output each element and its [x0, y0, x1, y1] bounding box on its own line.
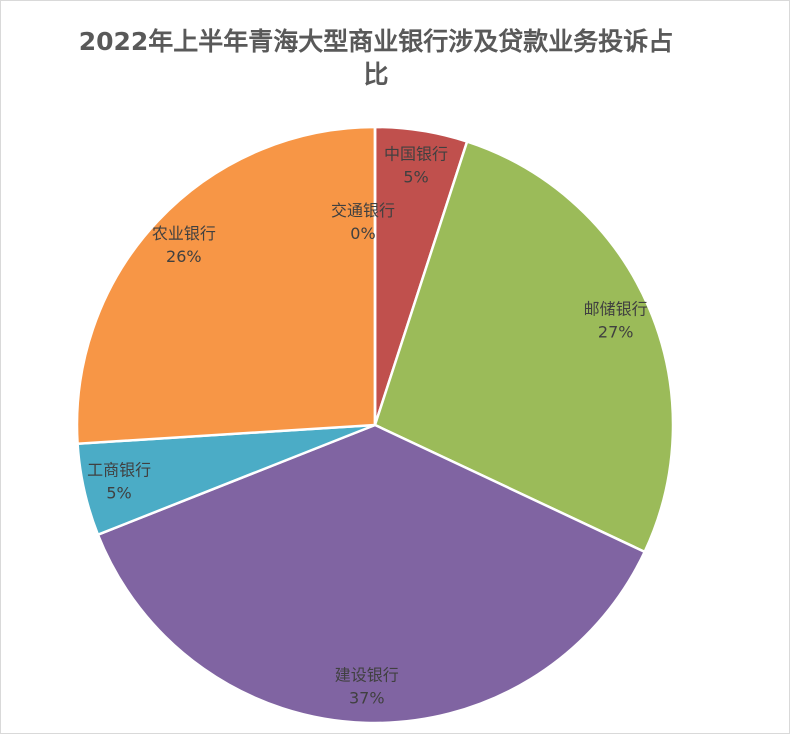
- slice-value-label: 5%: [403, 167, 428, 186]
- pie-slice: [96, 423, 647, 725]
- slice-category-label: 中国银行: [384, 144, 448, 163]
- slice-category-label: 建设银行: [335, 666, 399, 685]
- pie-slice: [373, 140, 675, 554]
- slice-value-label: 0%: [350, 224, 375, 243]
- slice-category-label: 工商银行: [87, 461, 151, 480]
- slice-value-label: 5%: [106, 484, 131, 503]
- slice-value-label: 37%: [349, 689, 385, 708]
- slice-value-label: 27%: [598, 322, 634, 341]
- chart-title: 2022年上半年青海大型商业银行涉及贷款业务投诉占比: [78, 27, 674, 89]
- pie-slice: [75, 125, 377, 446]
- slice-value-label: 26%: [166, 247, 202, 266]
- slice-category-label: 农业银行: [152, 224, 216, 243]
- slice-category-label: 邮储银行: [584, 299, 648, 318]
- slice-category-label: 交通银行: [331, 201, 395, 220]
